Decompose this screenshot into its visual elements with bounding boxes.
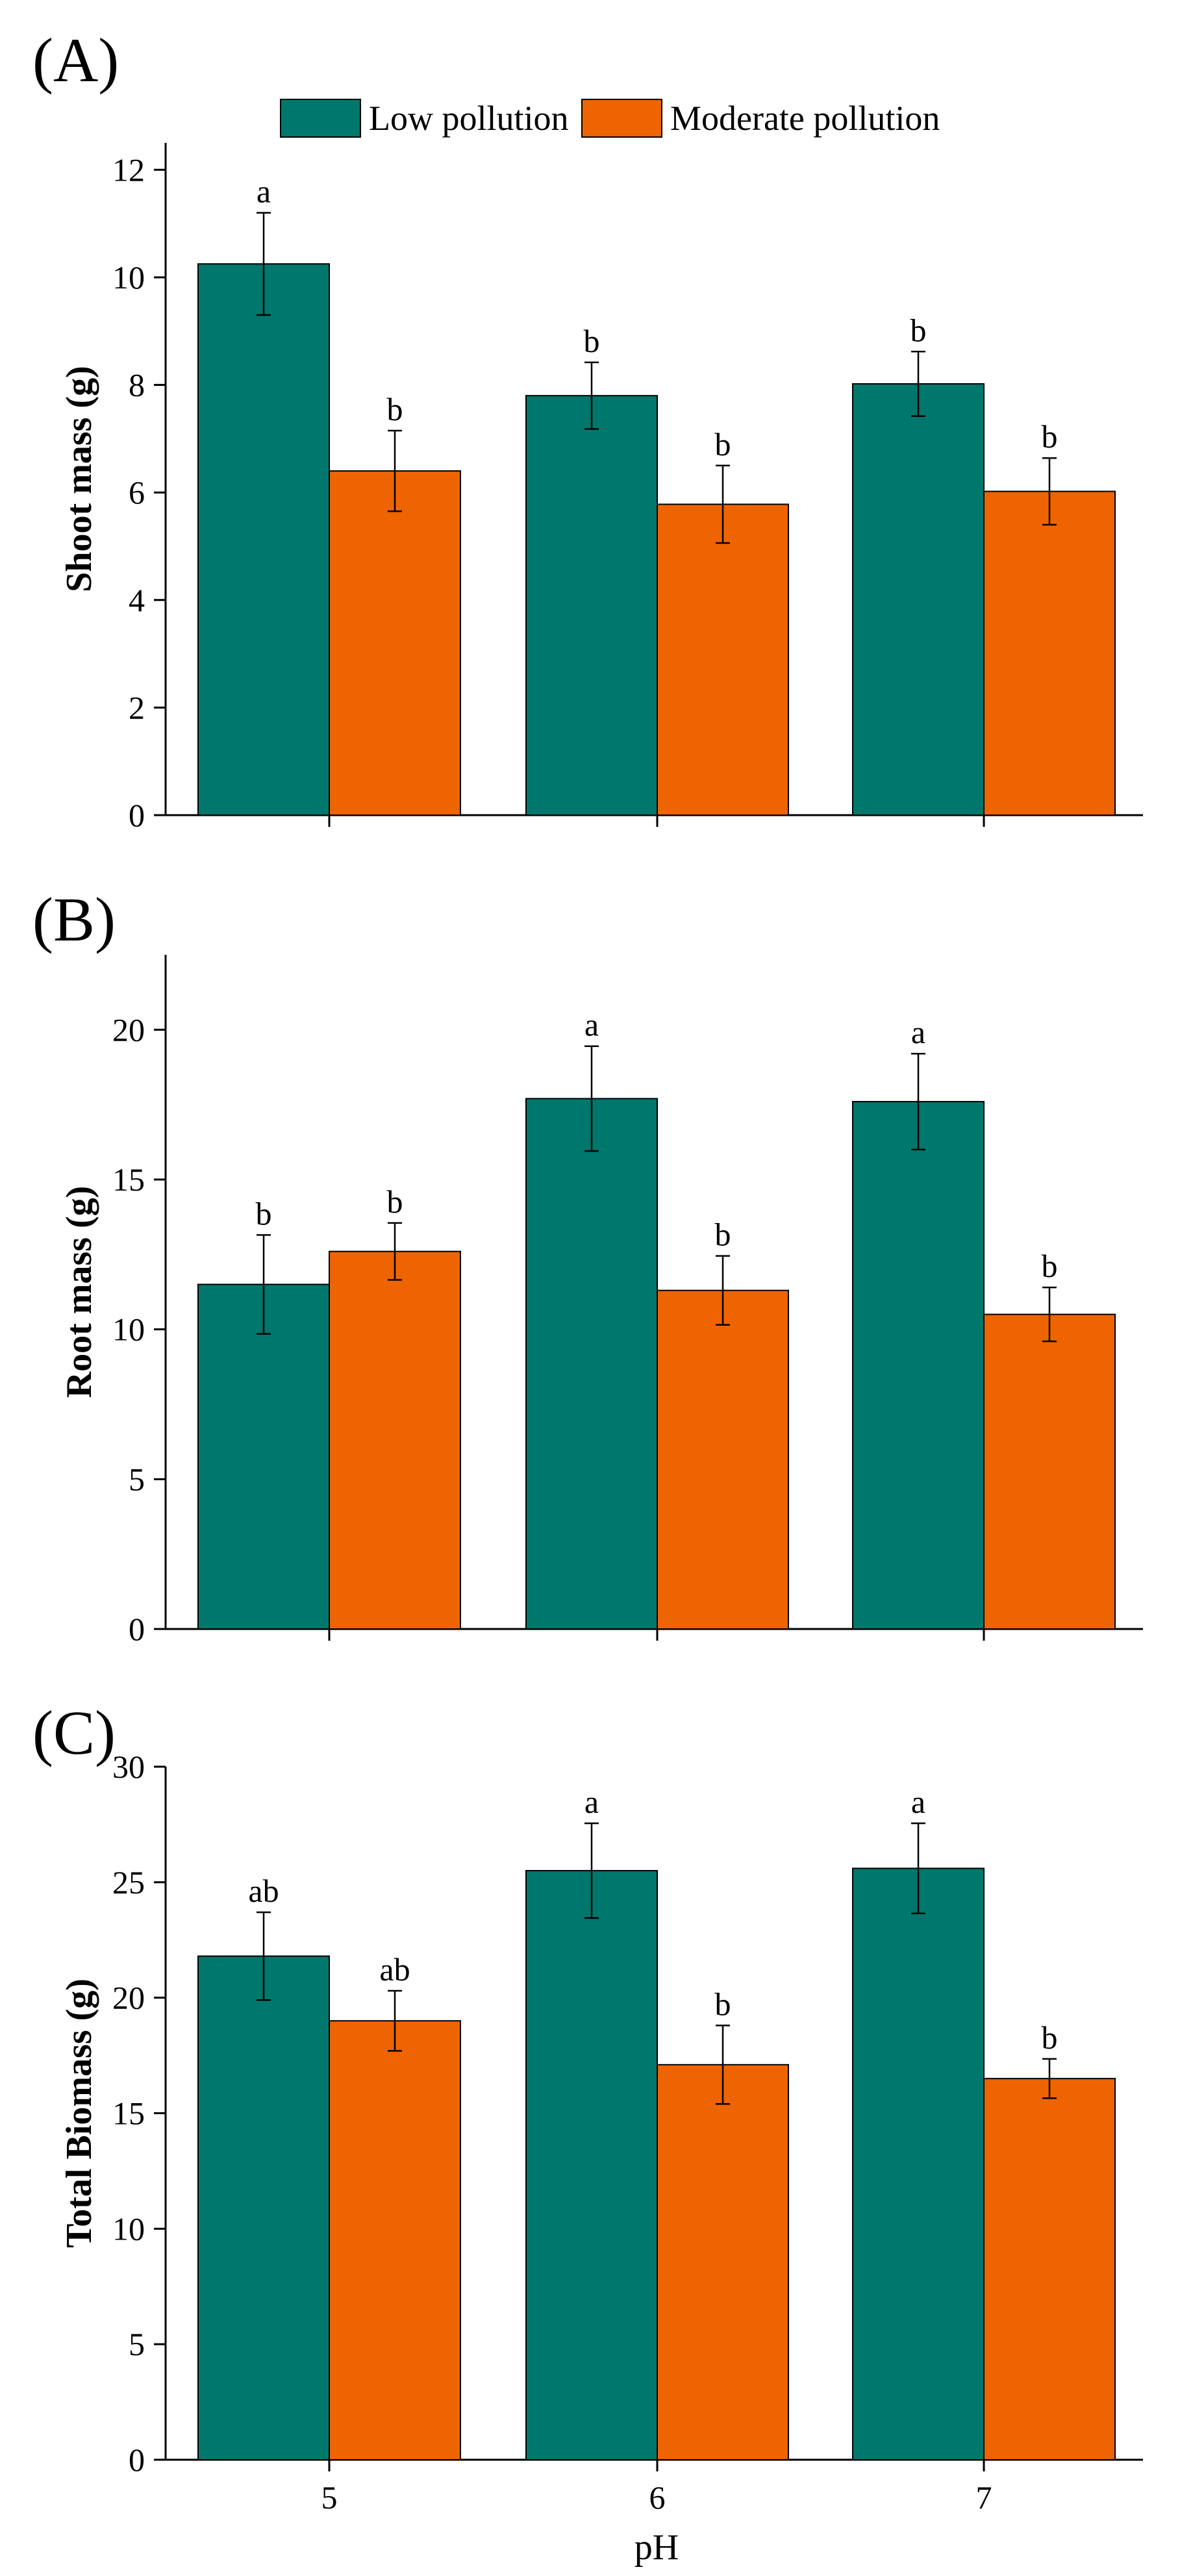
legend-label-moderate: Moderate pollution <box>670 99 940 138</box>
panel-letter: (A) <box>32 25 119 95</box>
x-tick-label: 7 <box>976 2479 992 2516</box>
significance-label: b <box>1042 418 1058 455</box>
y-tick-label: 2 <box>129 689 145 726</box>
significance-label: b <box>387 1183 403 1220</box>
y-axis-title: Shoot mass (g) <box>59 366 99 592</box>
y-tick-label: 5 <box>129 2326 145 2362</box>
bar-low <box>197 1955 330 2461</box>
bar-moderate <box>657 1289 789 1630</box>
x-tick-label: 5 <box>321 2479 338 2516</box>
significance-label: a <box>911 1784 925 1820</box>
bar-moderate <box>983 2078 1116 2460</box>
significance-label: b <box>1042 2019 1058 2056</box>
y-tick-label: 5 <box>129 1461 145 1497</box>
significance-label: b <box>1042 1248 1058 1284</box>
bar-low <box>852 383 985 816</box>
y-tick-label: 10 <box>112 1311 145 1348</box>
y-tick-label: 20 <box>112 1980 145 2016</box>
y-tick-label: 10 <box>112 2210 145 2247</box>
bar-moderate <box>329 470 461 816</box>
bar-moderate <box>657 503 789 816</box>
panel-c: (C) 0 5 10 15 20 25 30 Total Biomass (g) 5 6 7 ab a a a… <box>32 1698 1143 2516</box>
y-tick-label: 0 <box>129 1611 145 1647</box>
bar-low <box>525 1098 658 1630</box>
bar-low <box>197 263 330 816</box>
significance-label: b <box>715 1986 731 2022</box>
y-axis-title: Root mass (g) <box>59 1186 99 1398</box>
bar-moderate <box>329 1250 461 1630</box>
significance-label: b <box>715 426 731 462</box>
panel-b: (B) 0 5 10 15 20 Root mass (g) b a a b b b <box>32 885 1143 1647</box>
bar-low <box>525 1870 658 2461</box>
y-tick-label: 20 <box>112 1011 145 1048</box>
significance-label: b <box>256 1195 272 1231</box>
y-axis-title: Total Biomass (g) <box>59 1978 99 2248</box>
y-tick-label: 10 <box>112 259 145 296</box>
legend-label-low: Low pollution <box>369 99 569 138</box>
panel-letter: (C) <box>32 1698 116 1767</box>
legend-swatch-moderate <box>581 99 662 138</box>
x-axis-title: pH <box>634 2527 679 2568</box>
bar-low <box>852 1101 985 1630</box>
y-tick-label: 4 <box>129 582 145 618</box>
bar-moderate <box>657 2064 789 2461</box>
x-tick-label: 6 <box>649 2479 666 2516</box>
bar-moderate <box>983 490 1116 816</box>
panel-letter: (B) <box>32 885 116 954</box>
significance-label: b <box>584 323 600 359</box>
significance-label: b <box>910 312 927 348</box>
panel-a: (A) 0 2 4 6 8 10 12 Shoot mass (g) a b b b b b <box>32 25 1143 833</box>
y-tick-label: 15 <box>112 1161 145 1198</box>
bar-moderate <box>329 2020 461 2461</box>
y-tick-label: 0 <box>129 2442 145 2478</box>
legend: Low pollution Moderate pollution <box>280 99 940 138</box>
significance-label: a <box>257 173 271 210</box>
significance-label: a <box>911 1014 925 1050</box>
y-tick-label: 8 <box>129 367 145 403</box>
significance-label: ab <box>248 1873 279 1909</box>
significance-label: b <box>387 391 403 427</box>
y-tick-label: 12 <box>112 151 145 188</box>
y-tick-label: 30 <box>112 1749 145 1785</box>
legend-swatch-low <box>280 99 361 138</box>
bar-low <box>197 1283 330 1630</box>
bar-low <box>852 1867 985 2461</box>
significance-label: b <box>715 1217 731 1253</box>
bar-low <box>525 395 658 816</box>
y-tick-label: 6 <box>129 474 145 511</box>
y-tick-label: 15 <box>112 2095 145 2132</box>
significance-label: a <box>584 1784 599 1820</box>
significance-label: a <box>584 1007 599 1043</box>
y-tick-label: 0 <box>129 797 145 833</box>
significance-label: ab <box>379 1951 410 1988</box>
y-tick-label: 25 <box>112 1864 145 1900</box>
bar-moderate <box>983 1313 1116 1630</box>
